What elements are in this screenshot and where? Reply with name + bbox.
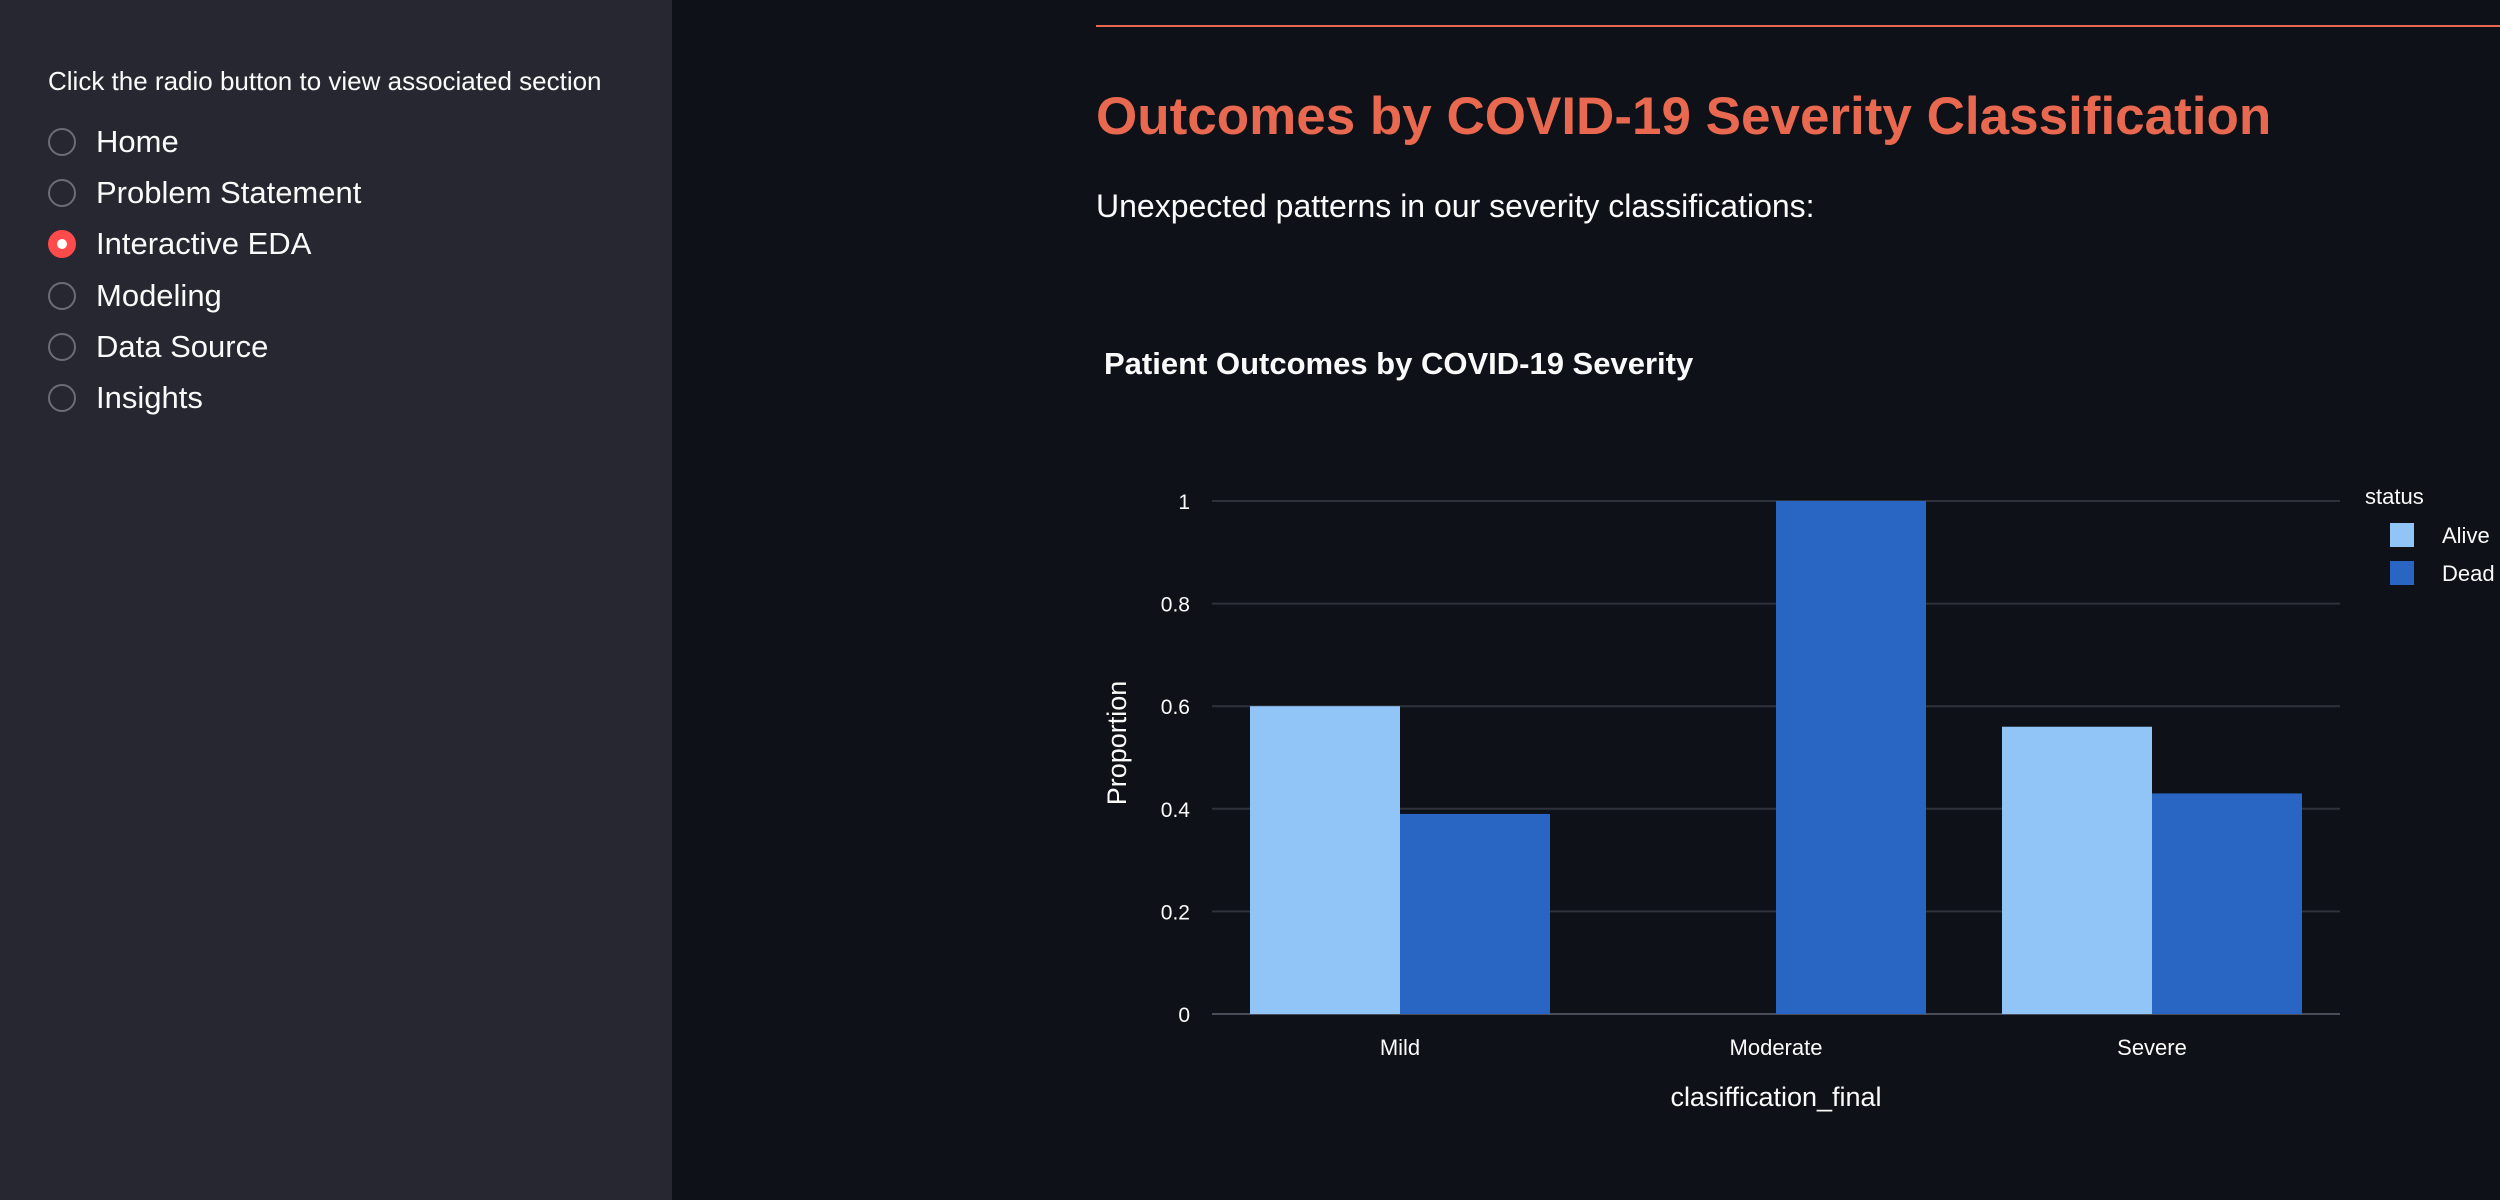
y-axis-label: Proportion: [1102, 681, 1132, 806]
radio-option-label[interactable]: Problem Statement: [96, 174, 362, 210]
y-tick-label: 0: [1178, 1004, 1190, 1027]
radio-option-data-source[interactable]: Data Source: [48, 321, 361, 372]
bar-alive-severe[interactable]: [2002, 726, 2152, 1014]
radio-option-modeling[interactable]: Modeling: [48, 270, 361, 321]
radio-button-icon[interactable]: [48, 178, 76, 207]
radio-button-icon[interactable]: [48, 384, 76, 413]
radio-option-label[interactable]: Interactive EDA: [96, 226, 312, 262]
radio-option-problem-statement[interactable]: Problem Statement: [48, 167, 361, 218]
section-subtitle: Unexpected patterns in our severity clas…: [1096, 188, 1815, 224]
radio-button-selected-icon[interactable]: [48, 230, 76, 259]
section-radio-group: Home Problem Statement Interactive EDA M…: [48, 116, 361, 424]
y-tick-label: 0.8: [1161, 594, 1190, 617]
radio-option-label[interactable]: Insights: [96, 380, 203, 416]
y-tick-label: 0.6: [1161, 696, 1190, 719]
outcomes-bar-chart[interactable]: Patient Outcomes by COVID-19 Severity 00…: [672, 0, 2500, 1200]
radio-option-label[interactable]: Data Source: [96, 328, 269, 364]
x-tick-label: Moderate: [1730, 1035, 1823, 1060]
main-content: Outcomes by COVID-19 Severity Classifica…: [672, 0, 2500, 1200]
bar-alive-mild[interactable]: [1250, 706, 1400, 1014]
chart-title: Patient Outcomes by COVID-19 Severity: [1104, 346, 1694, 381]
radio-button-icon[interactable]: [48, 281, 76, 310]
x-axis-label: clasiffication_final: [1670, 1082, 1881, 1112]
radio-button-icon[interactable]: [48, 127, 76, 156]
legend-label-alive[interactable]: Alive: [2442, 523, 2490, 548]
x-axis-ticks: Mild Moderate Severe: [1380, 1035, 2187, 1060]
page-title: Outcomes by COVID-19 Severity Classifica…: [1096, 87, 2272, 146]
bar-dead-severe[interactable]: [2152, 793, 2302, 1014]
bar-dead-moderate[interactable]: [1776, 501, 1926, 1014]
chart-legend: status Alive Dead: [2365, 484, 2495, 586]
y-tick-label: 1: [1178, 491, 1190, 514]
y-axis-ticks: 0 0.2 0.4 0.6 0.8 1: [1161, 491, 1191, 1027]
legend-label-dead[interactable]: Dead: [2442, 561, 2495, 586]
y-tick-label: 0.4: [1161, 799, 1191, 822]
sidebar: Click the radio button to view associate…: [0, 0, 672, 1200]
radio-option-home[interactable]: Home: [48, 116, 361, 167]
legend-swatch-dead[interactable]: [2390, 561, 2414, 585]
x-tick-label: Mild: [1380, 1035, 1420, 1060]
radio-option-label[interactable]: Modeling: [96, 277, 222, 313]
legend-swatch-alive[interactable]: [2390, 523, 2414, 547]
y-tick-label: 0.2: [1161, 901, 1190, 924]
radio-option-label[interactable]: Home: [96, 123, 179, 159]
bar-dead-mild[interactable]: [1400, 813, 1550, 1014]
radio-button-icon[interactable]: [48, 332, 76, 361]
x-tick-label: Severe: [2117, 1035, 2187, 1060]
bars[interactable]: [1250, 501, 2302, 1014]
radio-option-interactive-eda[interactable]: Interactive EDA: [48, 219, 361, 270]
radio-option-insights[interactable]: Insights: [48, 372, 361, 423]
section-divider: [1096, 25, 2500, 27]
legend-title: status: [2365, 484, 2424, 509]
radio-group-caption: Click the radio button to view associate…: [48, 66, 602, 96]
